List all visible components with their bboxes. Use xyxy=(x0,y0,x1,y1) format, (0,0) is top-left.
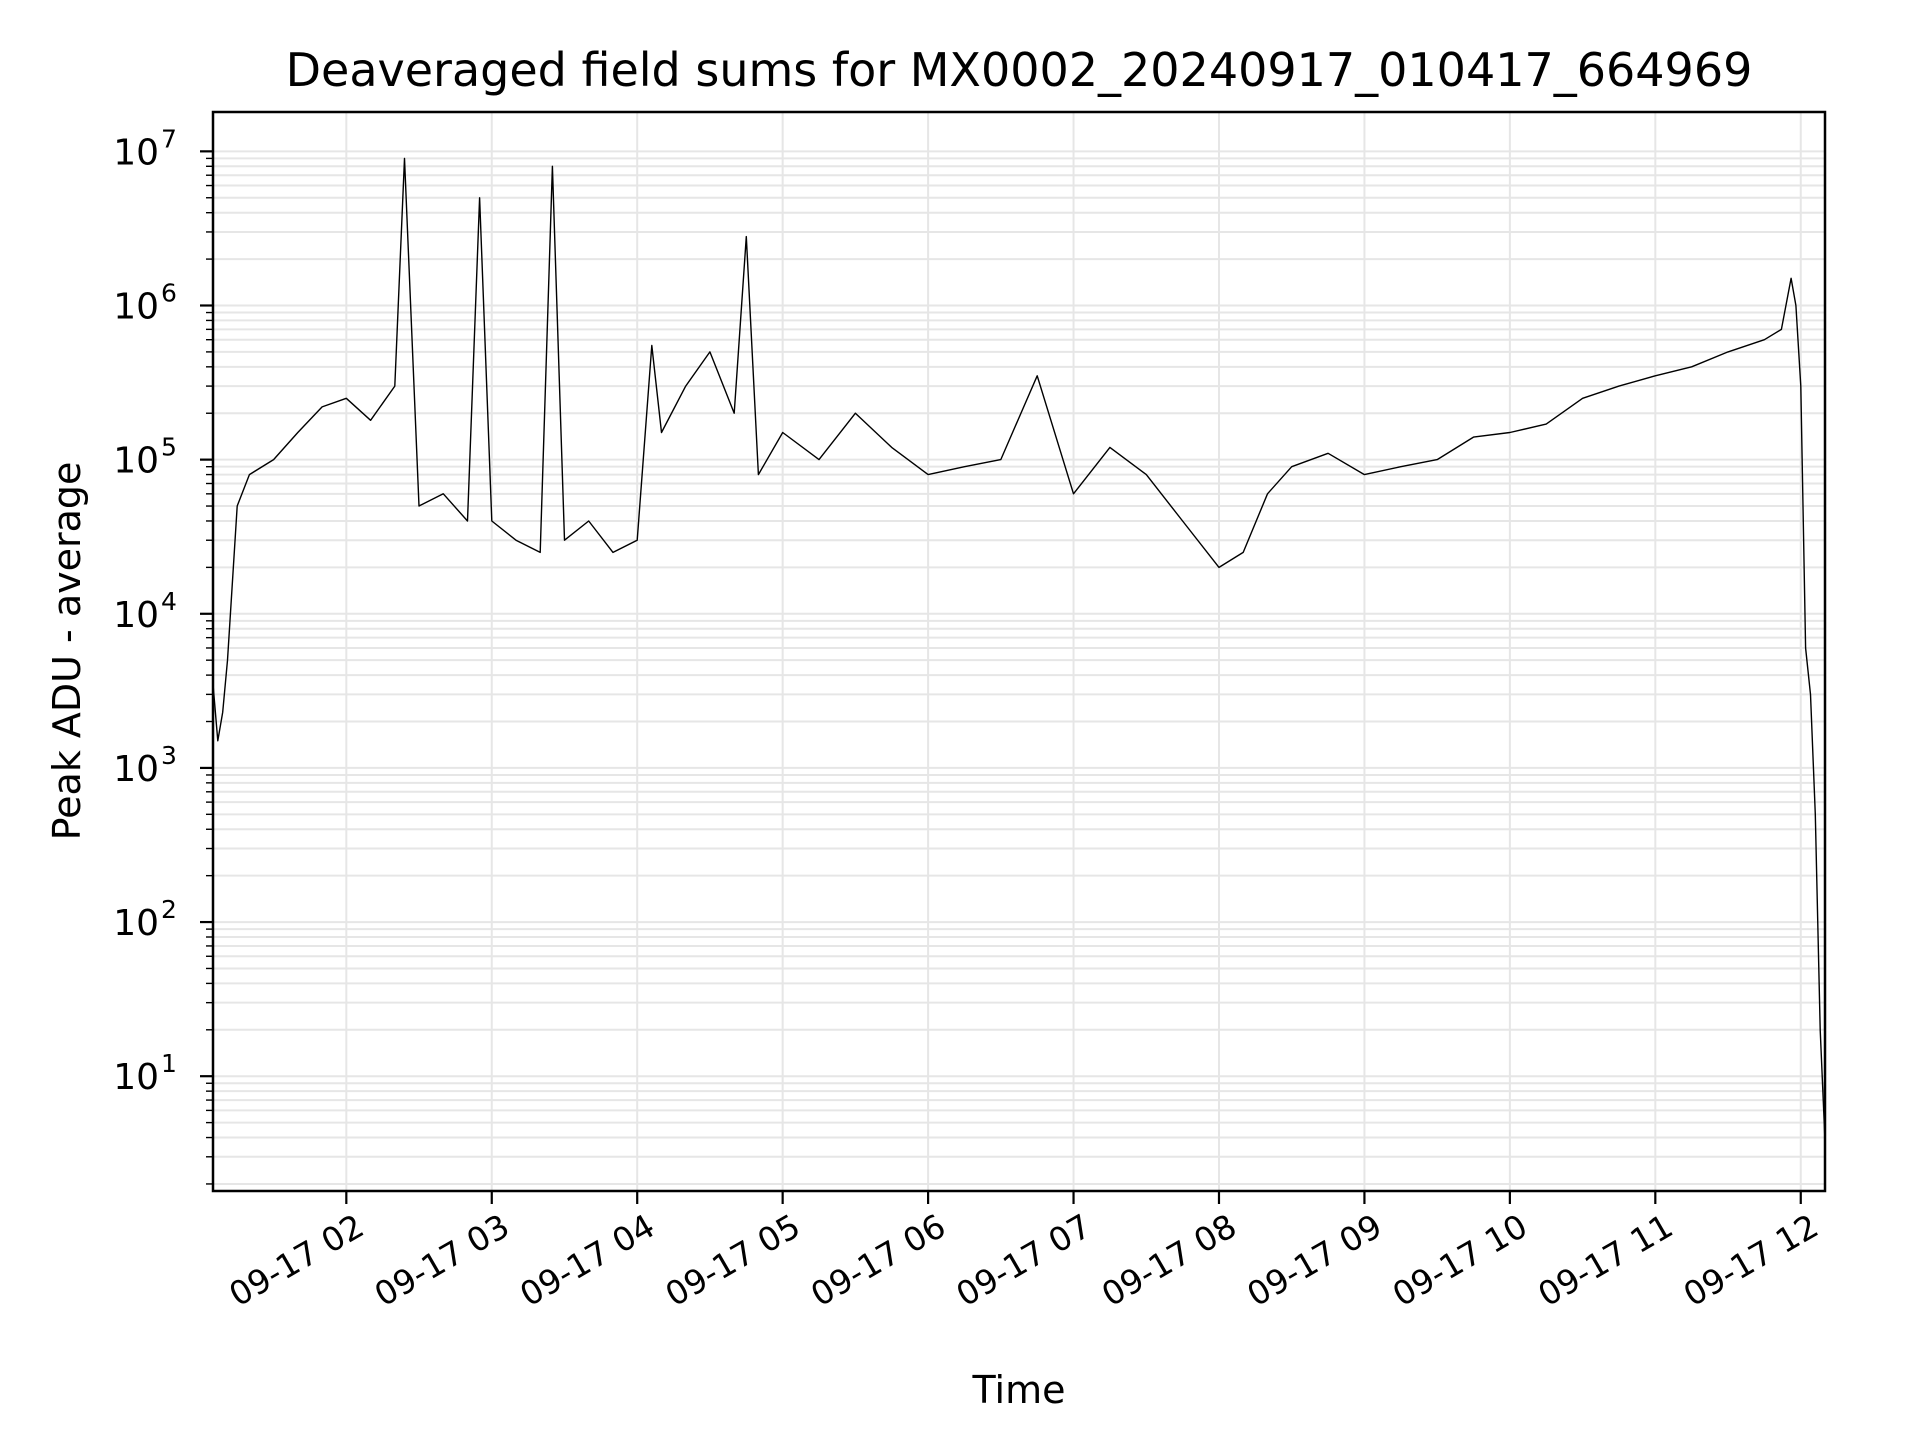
y-tick-label-exponent: 3 xyxy=(161,741,177,770)
y-tick-label: 10 xyxy=(113,903,159,944)
x-tick-label: 09-17 08 xyxy=(1095,1206,1243,1314)
x-tick-label: 09-17 03 xyxy=(368,1206,516,1314)
x-tick-label: 09-17 02 xyxy=(222,1206,370,1314)
y-tick-label: 10 xyxy=(113,286,159,327)
y-tick-label-exponent: 1 xyxy=(161,1049,177,1078)
x-axis-label: Time xyxy=(972,1368,1066,1412)
y-tick-label-base: 10 xyxy=(113,1057,159,1098)
y-tick-label-base: 10 xyxy=(113,595,159,636)
y-tick-label-base: 10 xyxy=(113,749,159,790)
chart-title: Deaveraged field sums for MX0002_2024091… xyxy=(286,43,1753,97)
y-tick-label-exponent: 4 xyxy=(161,587,177,616)
x-tick-label: 09-17 11 xyxy=(1531,1206,1679,1314)
y-tick-label-exponent: 6 xyxy=(161,278,177,307)
x-tick-label: 09-17 05 xyxy=(659,1206,807,1314)
x-tick-label: 09-17 06 xyxy=(804,1206,952,1314)
series-line xyxy=(212,157,1826,1142)
y-tick-label-exponent: 5 xyxy=(161,433,177,462)
y-tick-label-base: 10 xyxy=(113,286,159,327)
y-axis-label: Peak ADU - average xyxy=(45,462,89,841)
plot-area-frame xyxy=(211,110,1827,1193)
x-tick-label: 09-17 07 xyxy=(950,1206,1098,1314)
y-tick-label-base: 10 xyxy=(113,132,159,173)
grid-lines xyxy=(213,112,1825,1191)
y-tick-label: 10 xyxy=(113,441,159,482)
x-tick-label: 09-17 10 xyxy=(1386,1206,1534,1314)
y-tick-label: 10 xyxy=(113,595,159,636)
y-tick-label-base: 10 xyxy=(113,441,159,482)
y-tick-label-base: 10 xyxy=(113,903,159,944)
x-tick-label: 09-17 09 xyxy=(1240,1206,1388,1314)
y-tick-label: 10 xyxy=(113,1057,159,1098)
y-tick-label: 10 xyxy=(113,132,159,173)
y-tick-label-exponent: 7 xyxy=(161,124,177,153)
axis-ticks xyxy=(200,150,1802,1204)
x-tick-label: 09-17 12 xyxy=(1677,1206,1825,1314)
y-tick-label-exponent: 2 xyxy=(161,895,177,924)
x-tick-label: 09-17 04 xyxy=(513,1206,661,1314)
y-tick-label: 10 xyxy=(113,749,159,790)
series-layer xyxy=(212,157,1826,1142)
